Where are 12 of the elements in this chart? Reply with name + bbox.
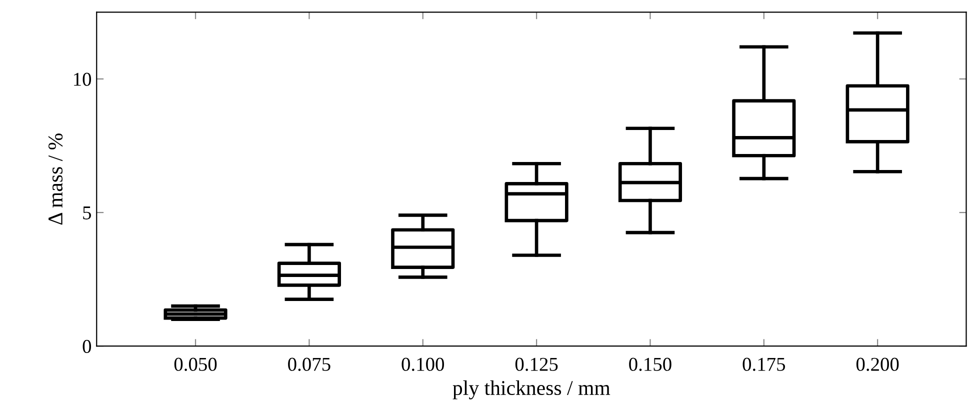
y-tick-label: 0 — [82, 340, 92, 354]
x-tick-label: 0.175 — [742, 358, 786, 371]
x-tick-label: 0.100 — [402, 358, 444, 371]
x-tick-label: 0.075 — [288, 358, 330, 371]
x-tick-label: 0.150 — [629, 358, 672, 371]
x-tick-label: 0.125 — [515, 358, 558, 371]
y-tick-label: 10 — [74, 72, 92, 86]
y-axis-title: Δ mass / % — [48, 133, 63, 225]
x-tick-label: 0.200 — [856, 358, 899, 371]
x-axis-title: ply thickness / mm — [452, 380, 610, 400]
y-tick-label: 5 — [83, 206, 92, 220]
x-tick-label: 0.050 — [174, 358, 217, 371]
